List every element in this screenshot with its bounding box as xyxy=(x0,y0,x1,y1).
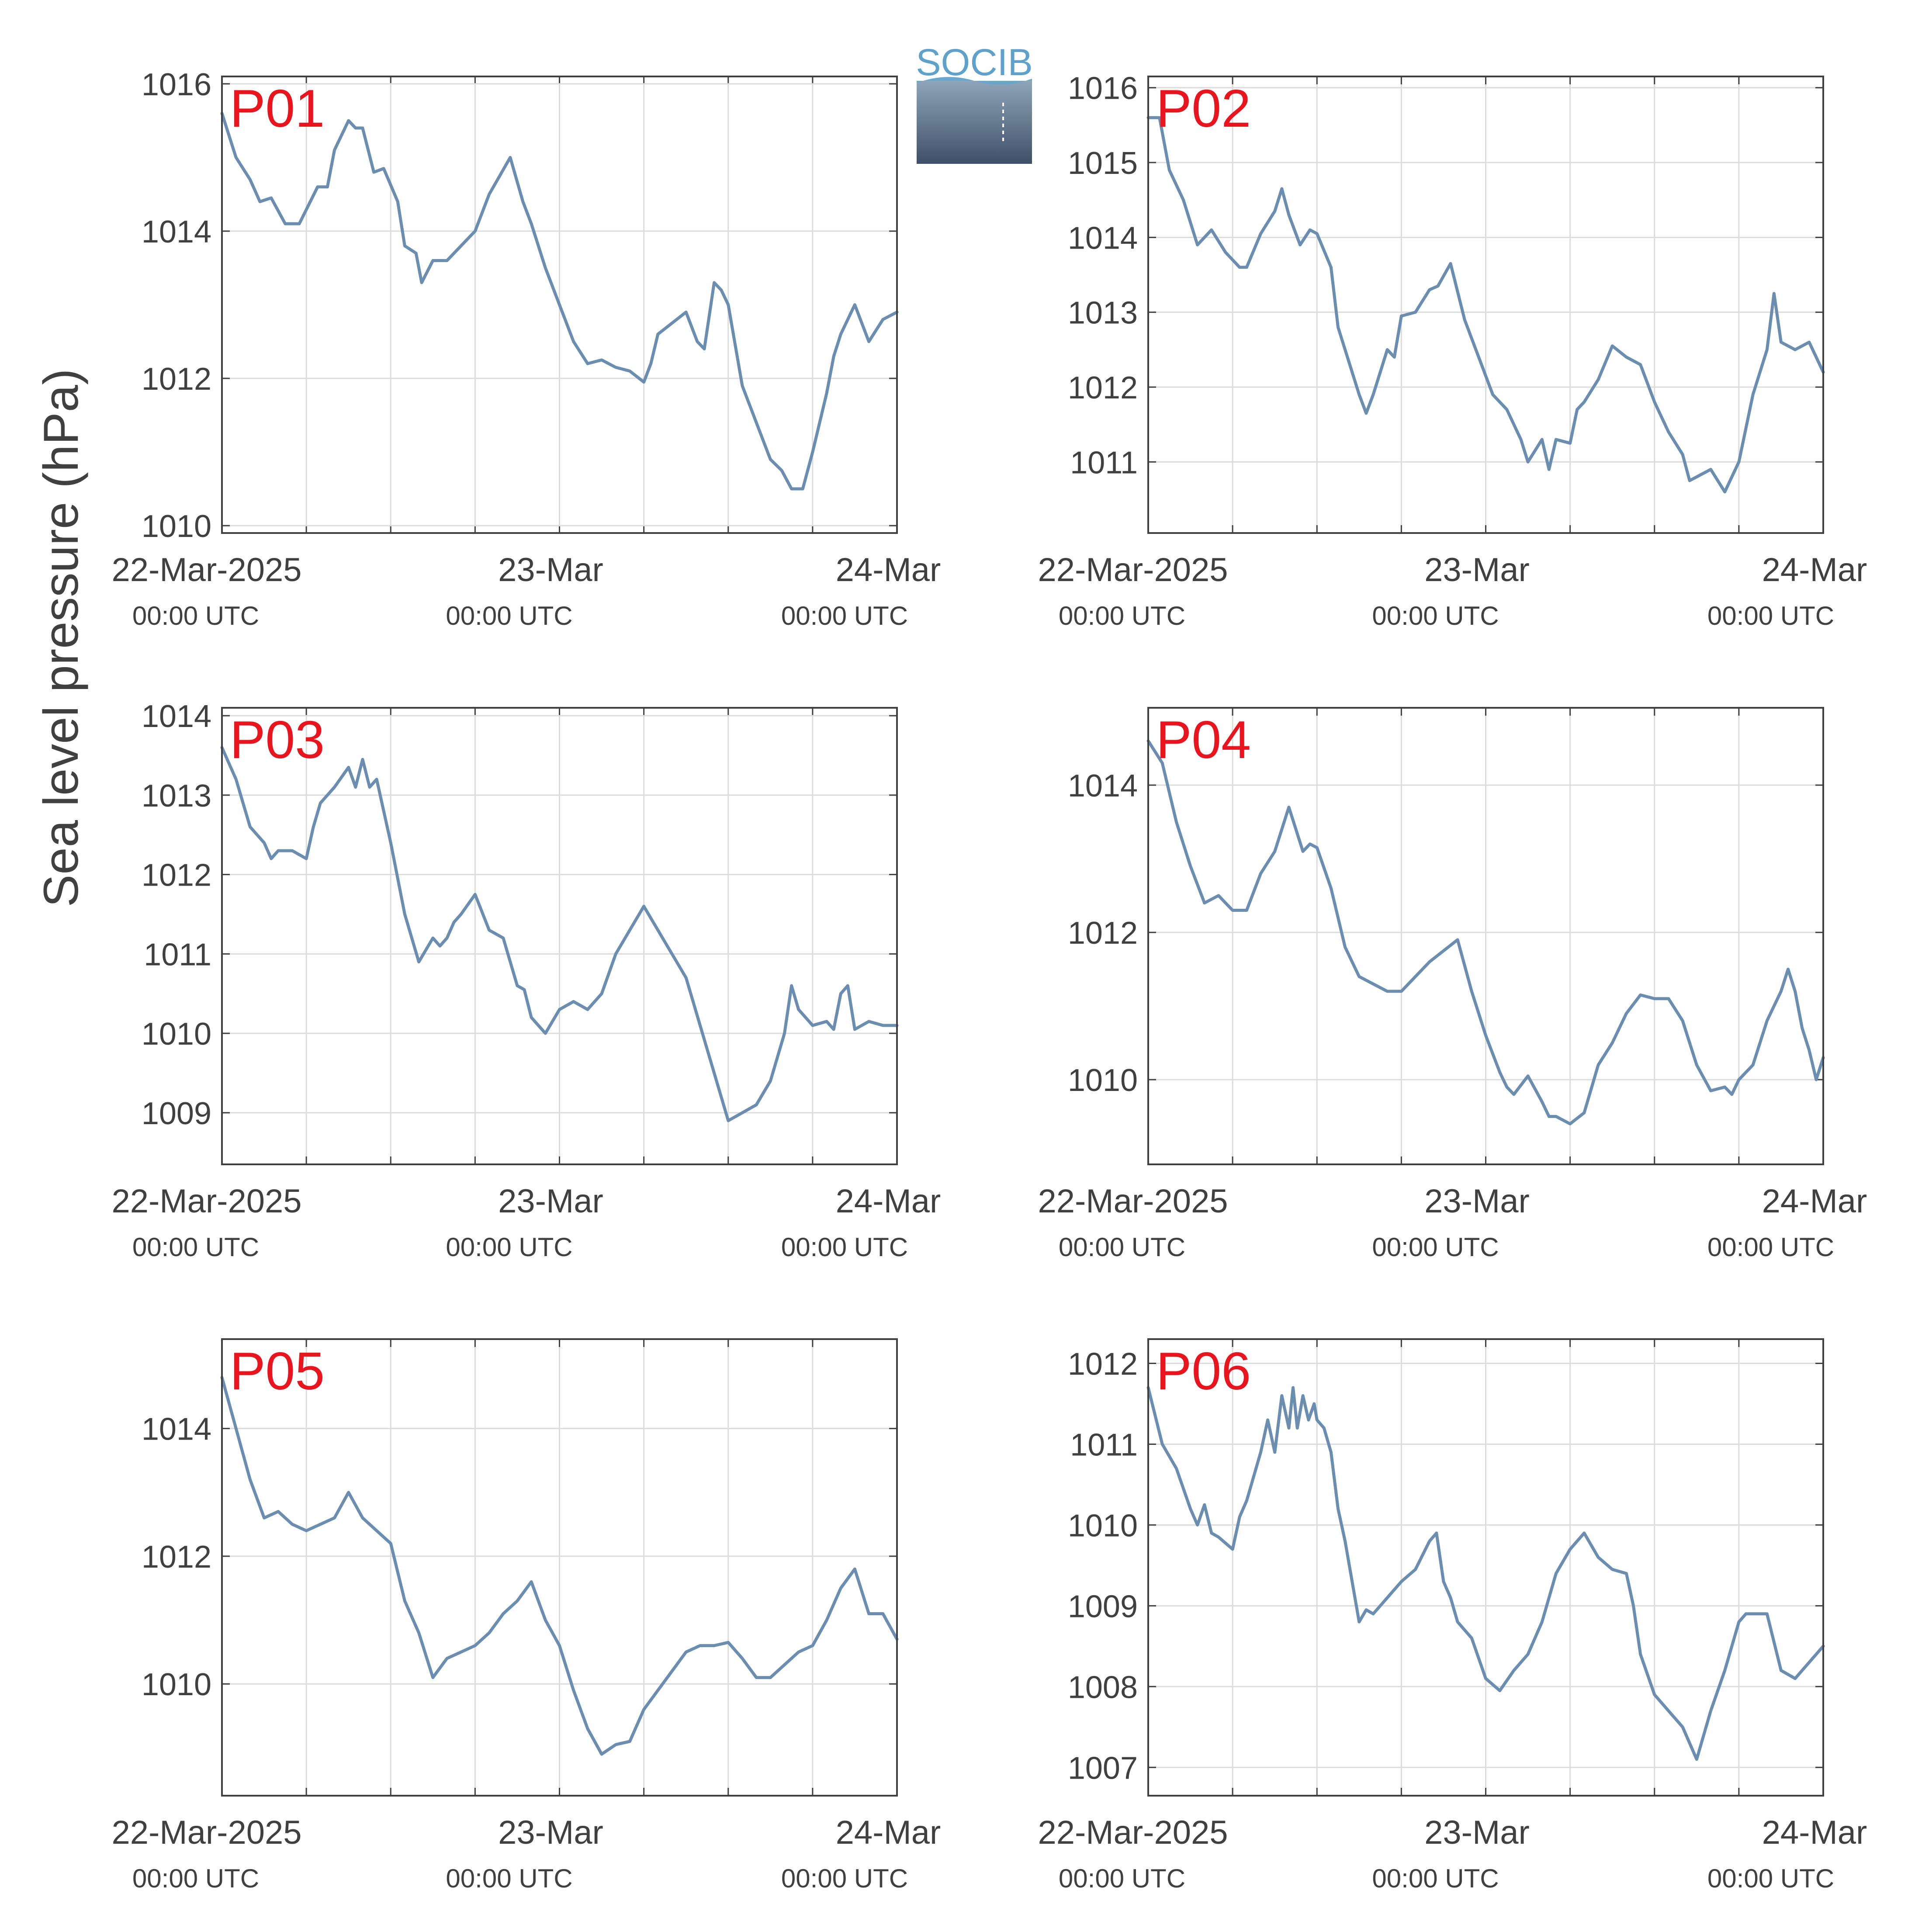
y-tick-label: 1015 xyxy=(1068,146,1138,181)
y-tick-label: 1014 xyxy=(142,1412,211,1447)
panel-label: P03 xyxy=(230,710,325,769)
y-tick-label: 1010 xyxy=(142,1667,211,1702)
x-tick-label-date: 23-Mar xyxy=(498,1183,603,1220)
y-tick-label: 1012 xyxy=(142,1540,211,1575)
x-tick-label-date: 24-Mar xyxy=(1762,551,1867,589)
y-tick-label: 1012 xyxy=(1068,370,1138,405)
x-tick-label-time: 00:00 UTC xyxy=(1372,1864,1499,1893)
x-tick-label-time: 00:00 UTC xyxy=(132,1864,259,1893)
socib-logo: SOCIB xyxy=(916,42,1033,164)
panel-p02: 1011 1012 1013 1014 1015 1016 P02 22-Mar-2025 00… xyxy=(1038,71,1867,630)
plot-frame xyxy=(221,707,898,1165)
x-tick-label-time: 00:00 UTC xyxy=(1059,1864,1185,1893)
x-tick-label-date: 24-Mar xyxy=(836,1814,941,1851)
y-tick-label: 1014 xyxy=(142,215,211,249)
y-tick-label: 1011 xyxy=(1070,445,1138,480)
y-tick-label: 1011 xyxy=(1070,1427,1138,1462)
x-tick-label-time: 00:00 UTC xyxy=(781,1864,908,1893)
plot-frame xyxy=(1147,76,1824,534)
y-tick-label: 1007 xyxy=(1068,1751,1138,1786)
y-tick-label: 1013 xyxy=(1068,296,1138,331)
x-tick-label-time: 00:00 UTC xyxy=(1372,601,1499,630)
x-tick-label-date: 24-Mar xyxy=(1762,1183,1867,1220)
panel-label: P05 xyxy=(230,1341,325,1401)
plot-frame xyxy=(221,76,898,534)
y-tick-label: 1016 xyxy=(1068,71,1138,106)
x-tick-label-time: 00:00 UTC xyxy=(1372,1233,1499,1262)
x-tick-label-time: 00:00 UTC xyxy=(1059,1233,1185,1262)
y-tick-label: 1010 xyxy=(142,1017,211,1052)
panel-label: P04 xyxy=(1156,710,1251,769)
x-tick-label-date: 24-Mar xyxy=(1762,1814,1867,1851)
chart-panels: 1010 1012 1014 1016 P01 22-Mar-2025 00:00 UTC 2… xyxy=(111,67,1867,1893)
x-tick-label-date: 23-Mar xyxy=(498,1814,603,1851)
y-tick-label: 1014 xyxy=(142,699,211,734)
panel-p03: 1009 1010 1011 1012 1013 1014 P03 22-Mar-2025 00… xyxy=(111,699,941,1262)
x-tick-label-time: 00:00 UTC xyxy=(1707,1864,1834,1893)
plot-frame xyxy=(221,1338,898,1797)
x-tick-label-date: 23-Mar xyxy=(1424,1183,1530,1220)
x-tick-label-date: 22-Mar-2025 xyxy=(1038,551,1228,589)
y-tick-label: 1012 xyxy=(1068,1347,1138,1381)
x-tick-label-date: 24-Mar xyxy=(836,551,941,589)
y-tick-label: 1014 xyxy=(1068,221,1138,256)
panel-label: P02 xyxy=(1156,79,1251,138)
logo-wave-icon xyxy=(917,77,1032,85)
x-tick-label-date: 23-Mar xyxy=(1424,551,1530,589)
data-series-line xyxy=(220,1376,899,1756)
y-tick-label: 1012 xyxy=(1068,916,1138,951)
x-tick-label-time: 00:00 UTC xyxy=(1059,601,1185,630)
x-tick-label-date: 22-Mar-2025 xyxy=(111,551,301,589)
x-tick-label-time: 00:00 UTC xyxy=(781,601,908,630)
y-tick-label: 1009 xyxy=(142,1096,211,1131)
y-tick-label: 1012 xyxy=(142,858,211,893)
y-tick-label: 1010 xyxy=(142,509,211,544)
y-axis-label: Sea level pressure (hPa) xyxy=(34,369,88,907)
x-tick-label-date: 23-Mar xyxy=(1424,1814,1530,1851)
panel-p04: 1010 1012 1014 P04 22-Mar-2025 00:00 UTC 23-Ma… xyxy=(1038,707,1867,1262)
y-tick-label: 1010 xyxy=(1068,1063,1138,1098)
x-tick-label-time: 00:00 UTC xyxy=(132,601,259,630)
panel-p06: 1007 1008 1009 1010 1011 1012 P06 22-Mar-2025 00… xyxy=(1038,1338,1867,1893)
y-tick-label: 1012 xyxy=(142,362,211,397)
data-series-line xyxy=(1146,116,1825,494)
data-series-line xyxy=(1146,739,1825,1125)
logo-text: SOCIB xyxy=(916,42,1033,83)
plot-frame xyxy=(1147,707,1824,1165)
y-tick-label: 1010 xyxy=(1068,1508,1138,1543)
y-tick-label: 1011 xyxy=(144,937,211,972)
logo-gradient-block xyxy=(917,81,1032,164)
panel-p01: 1010 1012 1014 1016 P01 22-Mar-2025 00:00 UTC 2… xyxy=(111,67,941,630)
x-tick-label-date: 22-Mar-2025 xyxy=(111,1814,301,1851)
panel-label: P01 xyxy=(230,79,325,138)
panel-p05: 1010 1012 1014 P05 22-Mar-2025 00:00 UTC 23-Ma… xyxy=(111,1338,941,1893)
panel-label: P06 xyxy=(1156,1341,1251,1401)
x-tick-label-time: 00:00 UTC xyxy=(446,601,572,630)
y-tick-label: 1008 xyxy=(1068,1670,1138,1705)
x-tick-label-time: 00:00 UTC xyxy=(446,1864,572,1893)
x-tick-label-date: 23-Mar xyxy=(498,551,603,589)
x-tick-label-date: 22-Mar-2025 xyxy=(1038,1814,1228,1851)
data-series-line xyxy=(220,111,899,491)
x-tick-label-date: 22-Mar-2025 xyxy=(1038,1183,1228,1220)
x-tick-label-date: 24-Mar xyxy=(836,1183,941,1220)
y-tick-label: 1009 xyxy=(1068,1589,1138,1624)
y-tick-label: 1016 xyxy=(142,67,211,102)
x-tick-label-time: 00:00 UTC xyxy=(1707,1233,1834,1262)
x-tick-label-time: 00:00 UTC xyxy=(1707,601,1834,630)
data-series-line xyxy=(1146,1386,1825,1761)
x-tick-label-time: 00:00 UTC xyxy=(781,1233,908,1262)
plot-frame xyxy=(1147,1338,1824,1797)
x-tick-label-date: 22-Mar-2025 xyxy=(111,1183,301,1220)
x-tick-label-time: 00:00 UTC xyxy=(132,1233,259,1262)
y-tick-label: 1013 xyxy=(142,779,211,814)
data-series-line xyxy=(220,746,899,1122)
x-tick-label-time: 00:00 UTC xyxy=(446,1233,572,1262)
y-tick-label: 1014 xyxy=(1068,769,1138,803)
